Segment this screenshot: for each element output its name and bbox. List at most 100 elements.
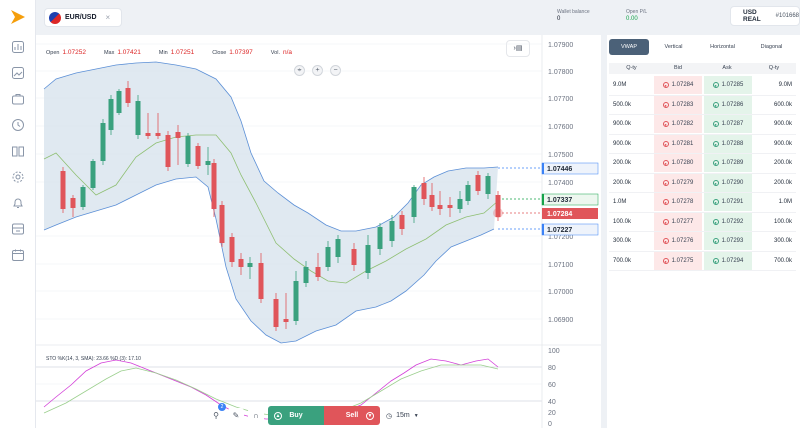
stoch-tick: 40 (548, 399, 556, 406)
bid-qty: 9.0M (613, 82, 627, 89)
candle (185, 136, 191, 164)
bid-price-button[interactable]: ● 1.07284 (654, 76, 702, 95)
ohlc-vol: Vol. n/a (271, 49, 292, 56)
storefront-icon[interactable] (11, 222, 25, 236)
candle (283, 319, 289, 322)
clock-icon[interactable] (11, 118, 25, 132)
logo-icon[interactable] (9, 8, 27, 26)
candle (365, 245, 371, 273)
open-pl: Open P/L 0.00 (626, 9, 647, 22)
briefcase-icon[interactable] (11, 92, 25, 106)
candle (116, 91, 122, 113)
orderbook-row: 200.0k ● 1.07280 ● 1.07289 200.0k (609, 154, 796, 174)
bid-price-button[interactable]: ● 1.07279 (654, 173, 702, 192)
header-qty-bid: Q-ty (626, 65, 637, 71)
ask-price-button[interactable]: ● 1.07287 (704, 115, 752, 134)
ask-qty: 1.0M (778, 199, 792, 206)
buy-circle-icon: ● (712, 121, 719, 128)
buy-label: Buy (289, 412, 303, 419)
ohlc-close-value: 1.07397 (229, 49, 253, 56)
tab-vertical[interactable]: Vertical (664, 44, 683, 50)
chart-bar-icon[interactable] (11, 40, 25, 54)
bid-price-button[interactable]: ● 1.07281 (654, 134, 702, 153)
ask-price-button[interactable]: ● 1.07290 (704, 173, 752, 192)
ask-price: 1.07287 (721, 121, 744, 128)
buy-circle-icon: ● (712, 179, 719, 186)
tab-diagonal[interactable]: Diagonal (760, 44, 783, 50)
ask-price-button[interactable]: ● 1.07288 (704, 134, 752, 153)
candle (351, 249, 357, 265)
instrument-tab[interactable]: EUR/USD × (44, 8, 122, 27)
candle (195, 146, 201, 166)
candle (165, 135, 171, 167)
bid-price-button[interactable]: ● 1.07280 (654, 154, 702, 173)
header-bid: Bid (674, 65, 682, 71)
candle (377, 227, 383, 249)
tab-horizontal[interactable]: Horizontal (710, 44, 735, 50)
ask-price: 1.07288 (721, 140, 744, 147)
chevron-down-icon: ▼ (413, 412, 419, 419)
timeframe-selector[interactable]: ◷ 15m ▼ (386, 412, 419, 420)
ask-qty: 200.0k (773, 160, 792, 167)
book-icon[interactable] (11, 144, 25, 158)
ask-price: 1.07289 (721, 160, 744, 167)
zoom-in-icon[interactable]: + (312, 65, 323, 76)
ask-price-button[interactable]: ● 1.07293 (704, 232, 752, 251)
upper-band-label: 1.07446 (547, 166, 572, 173)
ask-price-button[interactable]: ● 1.07294 (704, 251, 752, 270)
bid-price-button[interactable]: ● 1.07275 (654, 251, 702, 270)
ask-qty: 600.0k (773, 101, 792, 108)
bell-icon[interactable] (11, 196, 25, 210)
sell-circle-icon: ● (662, 179, 669, 186)
ask-price-button[interactable]: ● 1.07285 (704, 76, 752, 95)
candle (175, 132, 181, 138)
gear-icon[interactable] (11, 170, 25, 184)
calendar-icon[interactable] (11, 248, 25, 262)
image-icon[interactable] (11, 66, 25, 80)
buy-button[interactable]: ▲ Buy (268, 406, 324, 425)
crosshair-icon[interactable]: ⌖ (294, 65, 305, 76)
price-chart: 1.07900 1.07800 1.07700 1.07600 1.07500 … (36, 35, 601, 428)
tab-vwap[interactable]: VWAP (609, 39, 649, 55)
candle (205, 161, 211, 165)
ask-price-button[interactable]: ● 1.07292 (704, 212, 752, 231)
price-markers: 1.07446 1.07337 1.07284 1.07227 (541, 162, 599, 236)
ask-price-button[interactable]: ● 1.07291 (704, 193, 752, 212)
ask-qty: 900.0k (773, 140, 792, 147)
candle (70, 198, 76, 208)
ohlc-max-value: 1.07421 (117, 49, 141, 56)
bid-qty: 200.0k (613, 160, 632, 167)
close-tab-icon[interactable]: × (105, 13, 111, 22)
bid-qty: 700.0k (613, 257, 632, 264)
sell-circle-icon: ● (662, 257, 669, 264)
ask-qty: 300.0k (773, 238, 792, 245)
middle-band-label: 1.07337 (547, 197, 572, 204)
chart-panel[interactable]: Open 1.07252 Max 1.07421 Min 1.07251 Close 1… (36, 35, 601, 428)
ask-price-button[interactable]: ● 1.07286 (704, 95, 752, 114)
draw-pencil-icon[interactable]: ✎ (228, 407, 244, 424)
chart-zoom-controls: ⌖ + − (294, 65, 341, 76)
bid-price-button[interactable]: ● 1.07282 (654, 115, 702, 134)
sidebar (0, 0, 36, 428)
buy-circle-icon: ● (712, 82, 719, 89)
sell-button[interactable]: Sell ▼ (324, 406, 380, 425)
bid-price-button[interactable]: ● 1.07283 (654, 95, 702, 114)
expand-panel-button[interactable]: ›▤ (506, 40, 530, 57)
ohlc-min-value: 1.07251 (170, 49, 195, 56)
zoom-out-icon[interactable]: − (330, 65, 341, 76)
candle (145, 133, 151, 136)
ask-price-button[interactable]: ● 1.07289 (704, 154, 752, 173)
bid-price-button[interactable]: ● 1.07277 (654, 212, 702, 231)
candle (325, 247, 331, 267)
bid-price: 1.07275 (671, 257, 694, 264)
account-currency: USD REAL (743, 9, 761, 23)
account-selector[interactable]: USD REAL #101668 (730, 6, 800, 26)
wallet-balance: Wallet balance 0 (557, 9, 590, 22)
candle (457, 199, 463, 209)
bid-price-button[interactable]: ● 1.07278 (654, 193, 702, 212)
sell-circle-icon: ● (662, 140, 669, 147)
magnet-icon[interactable]: ∩ (248, 407, 264, 424)
bid-price: 1.07279 (671, 179, 694, 186)
indicators-icon[interactable]: ⚲ 2 (208, 402, 226, 424)
bid-price-button[interactable]: ● 1.07276 (654, 232, 702, 251)
